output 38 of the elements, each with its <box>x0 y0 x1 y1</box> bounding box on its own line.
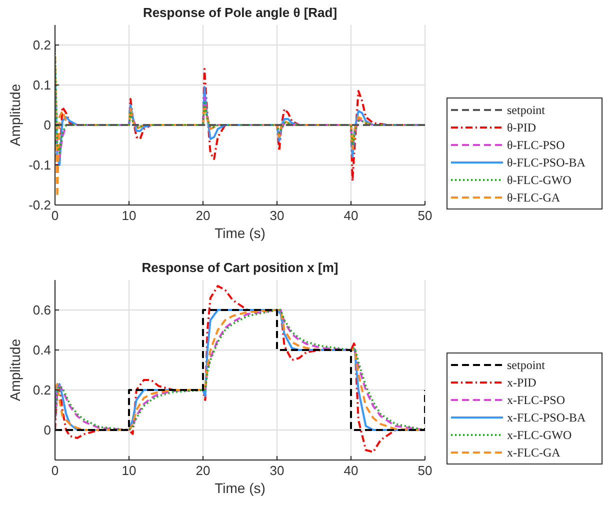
y-tick-label: 0 <box>44 422 51 438</box>
y-tick-label: -0.1 <box>28 158 51 172</box>
legend-label: θ-FLC-GA <box>507 190 560 204</box>
y-tick-label: 0.4 <box>32 342 51 358</box>
x-axis-title: Time (s) <box>214 480 266 496</box>
legend-label: setpoint <box>507 103 546 117</box>
legend-label: x-FLC-PSO <box>507 393 566 407</box>
legend-label: θ-FLC-GWO <box>507 173 572 187</box>
x-tick-label: 10 <box>122 208 136 223</box>
x-tick-label: 40 <box>344 463 358 478</box>
x-tick-label: 10 <box>122 463 136 478</box>
chart-title: Response of Cart position x [m] <box>142 260 338 275</box>
y-axis-title: Amplitude <box>7 84 23 146</box>
y-axis-title: Amplitude <box>7 338 23 402</box>
x-tick-label: 50 <box>418 208 432 223</box>
y-tick-label: 0.6 <box>32 302 51 318</box>
legend-label: θ-FLC-PSO-BA <box>507 156 586 170</box>
y-tick-label: -0.2 <box>28 198 51 212</box>
legend-label: θ-FLC-PSO <box>507 138 566 152</box>
chart-title: Response of Pole angle θ [Rad] <box>142 5 338 20</box>
legend-label: θ-PID <box>507 120 536 134</box>
legend-label: x-FLC-PSO-BA <box>507 410 586 424</box>
legend-label: setpoint <box>507 358 546 372</box>
legend-label: x-PID <box>507 376 537 390</box>
y-tick-label: 0 <box>44 118 51 132</box>
x-tick-label: 50 <box>418 463 432 478</box>
legend-label: x-FLC-GWO <box>507 428 572 442</box>
x-axis-title: Time (s) <box>214 225 266 241</box>
x-tick-label: 40 <box>344 208 358 223</box>
x-tick-label: 20 <box>196 463 210 478</box>
x-tick-label: 30 <box>270 463 284 478</box>
y-tick-label: 0.2 <box>32 382 51 398</box>
x-tick-label: 30 <box>270 208 284 223</box>
y-tick-label: 0.2 <box>32 38 51 52</box>
legend-label: x-FLC-GA <box>507 446 561 460</box>
line-series <box>55 309 425 431</box>
y-tick-label: 0.1 <box>32 78 51 92</box>
x-tick-label: 20 <box>196 208 210 223</box>
